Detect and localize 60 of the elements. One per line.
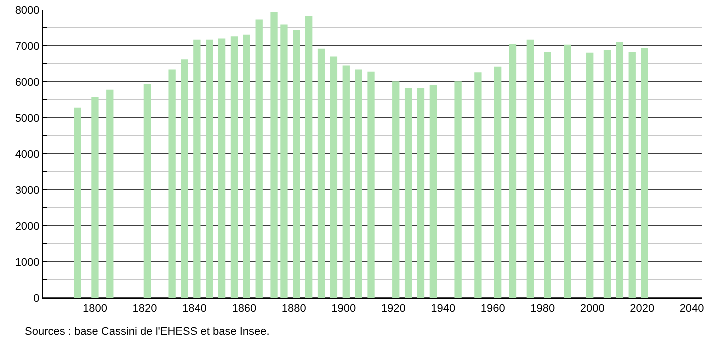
bar (92, 97, 99, 298)
x-tick-label: 1820 (132, 303, 158, 316)
y-tick-label: 3000 (15, 184, 40, 197)
bar (454, 82, 462, 298)
x-tick-label: 1880 (282, 303, 306, 316)
x-tick-label: 2000 (580, 303, 605, 316)
bar (641, 48, 648, 298)
y-tick-label: 1000 (15, 256, 40, 269)
bar (206, 40, 214, 298)
bar (256, 20, 263, 298)
bar (544, 52, 552, 298)
x-tick-label: 2020 (630, 303, 655, 316)
y-tick-label: 2000 (15, 220, 40, 233)
bar (306, 16, 313, 298)
bar (342, 66, 350, 298)
bar (586, 52, 594, 298)
x-tick-label: 1860 (232, 303, 257, 316)
source-note: Sources : base Cassini de l'EHESS et base Insee. (25, 326, 270, 338)
bar (168, 70, 176, 298)
bar (494, 66, 502, 298)
x-tick-label: 1840 (182, 303, 207, 316)
bar (474, 72, 482, 298)
bar (270, 12, 278, 298)
y-tick-label: 4000 (15, 148, 40, 161)
bar (106, 90, 114, 298)
bar (392, 82, 400, 298)
x-tick-label: 1800 (82, 303, 108, 316)
bar (564, 44, 572, 298)
bar (430, 85, 438, 298)
y-tick-label: 5000 (15, 112, 40, 125)
bar (355, 70, 362, 298)
bar (628, 52, 636, 298)
bar (417, 88, 425, 298)
x-tick-label: 1920 (381, 303, 406, 316)
y-tick-label: 7000 (15, 40, 40, 53)
y-tick-label: 6000 (15, 76, 40, 89)
bar (230, 36, 238, 298)
bar (604, 50, 612, 298)
bar (616, 42, 624, 298)
bar (293, 30, 300, 298)
bar (144, 84, 152, 298)
bar (194, 40, 201, 298)
bar (330, 56, 338, 298)
bar (181, 60, 188, 298)
y-tick-label: 8000 (15, 4, 40, 17)
bar (526, 40, 534, 298)
bar (404, 88, 412, 298)
x-tick-label: 1940 (431, 303, 456, 316)
y-tick-label: 0 (34, 292, 40, 305)
bar (218, 38, 226, 298)
bar (509, 44, 517, 298)
x-tick-label: 1980 (530, 303, 556, 316)
x-tick-label: 1900 (332, 303, 356, 316)
bar (74, 108, 82, 298)
x-tick-label: 2040 (680, 303, 704, 316)
x-tick-label: 1960 (480, 303, 506, 316)
bar (280, 24, 288, 298)
bar (243, 34, 250, 298)
bar (318, 48, 326, 298)
bar (368, 72, 375, 298)
